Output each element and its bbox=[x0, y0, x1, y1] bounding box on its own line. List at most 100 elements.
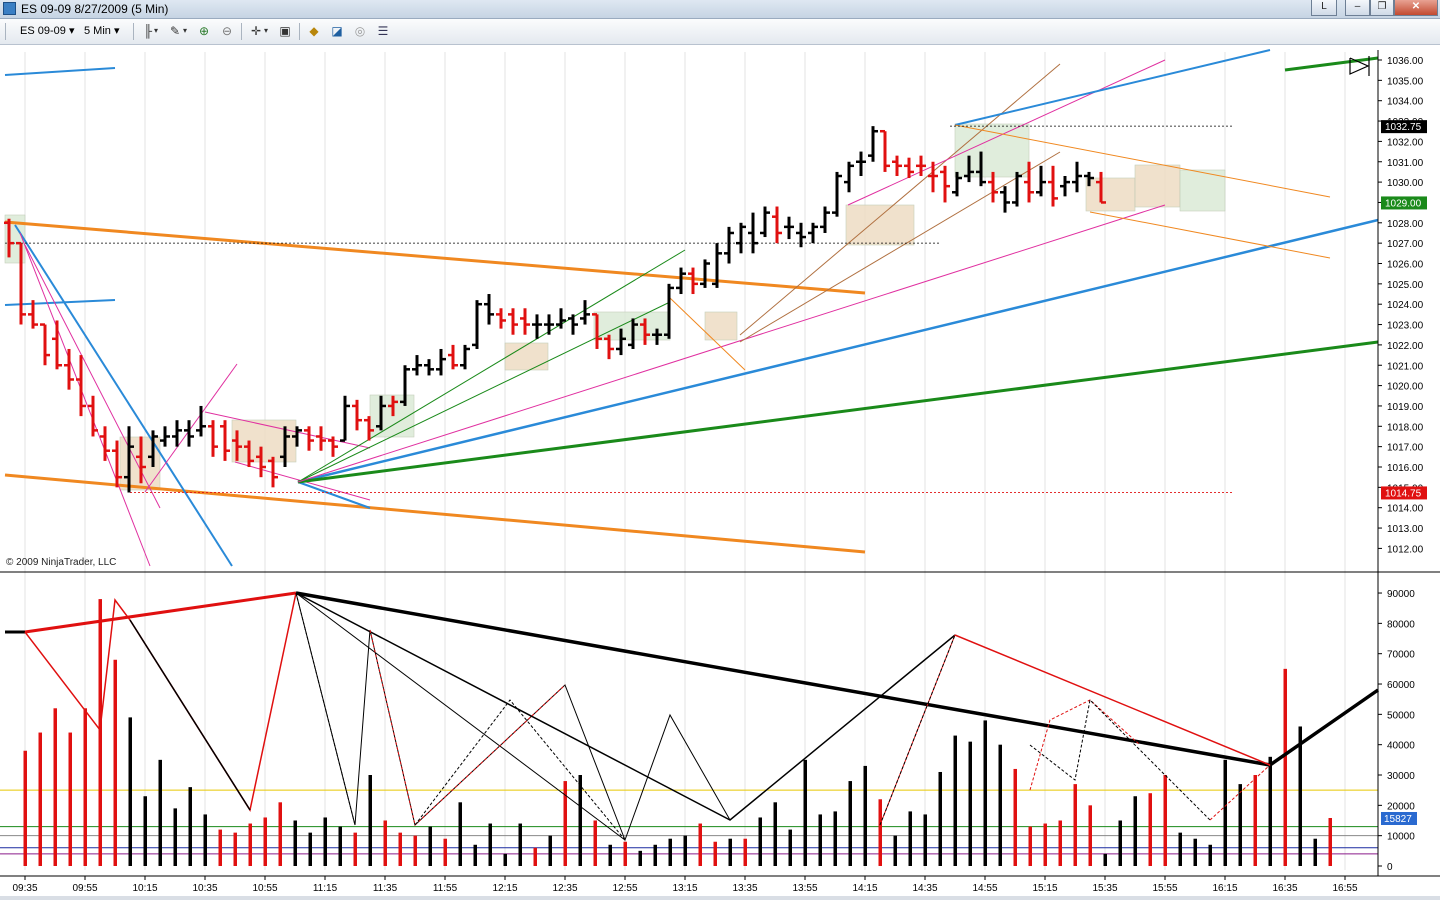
price-bar bbox=[784, 216, 794, 240]
zoom-out-icon[interactable]: ⊖ bbox=[221, 24, 233, 38]
price-axis-label: 1017.00 bbox=[1387, 443, 1424, 454]
volume-bar bbox=[1088, 805, 1092, 866]
volume-bar bbox=[263, 817, 267, 866]
crosshair-icon[interactable]: ✛ bbox=[250, 24, 262, 38]
volume-bar bbox=[308, 832, 312, 866]
volume-bar bbox=[1163, 775, 1167, 866]
drawing-tool-icon[interactable]: ✎ bbox=[169, 24, 181, 38]
trend-line bbox=[144, 363, 238, 493]
time-axis-label: 15:15 bbox=[1032, 883, 1057, 894]
price-bar bbox=[4, 218, 14, 258]
data-grid-icon[interactable]: ☰ bbox=[377, 24, 389, 38]
price-bar bbox=[760, 206, 770, 238]
close-button[interactable]: ✕ bbox=[1394, 0, 1438, 16]
price-bar bbox=[940, 165, 950, 203]
price-bar bbox=[580, 300, 590, 325]
time-axis-label: 14:15 bbox=[852, 883, 877, 894]
volume-bar bbox=[233, 832, 237, 866]
price-bar bbox=[832, 171, 842, 217]
price-bar bbox=[88, 395, 98, 437]
time-axis-label: 16:35 bbox=[1272, 883, 1297, 894]
price-bar bbox=[988, 171, 998, 203]
data-box-icon[interactable]: ▣ bbox=[279, 24, 291, 38]
consolidation-box bbox=[1134, 164, 1181, 208]
time-axis-label: 11:15 bbox=[313, 883, 338, 894]
volume-bar bbox=[143, 796, 147, 866]
trend-line bbox=[1089, 211, 1331, 259]
volume-bar bbox=[443, 838, 447, 866]
scroll-strip[interactable] bbox=[0, 896, 1440, 900]
consolidation-box bbox=[1179, 169, 1226, 212]
trend-line bbox=[24, 244, 161, 509]
volume-axis-label: 30000 bbox=[1387, 771, 1415, 782]
chevron-down-icon[interactable]: ▾ bbox=[263, 26, 268, 35]
time-axis-label: 11:55 bbox=[433, 883, 458, 894]
price-axis-label: 1028.00 bbox=[1387, 219, 1424, 230]
price-bar bbox=[532, 314, 542, 339]
interval-selector[interactable]: 5 Min ▾ bbox=[84, 23, 120, 39]
price-bar bbox=[148, 430, 158, 467]
maximize-button[interactable]: ❐ bbox=[1370, 0, 1394, 16]
volume-axis-label: 70000 bbox=[1387, 650, 1415, 661]
price-axis-label: 1014.00 bbox=[1387, 504, 1424, 515]
window-title: ES 09-09 8/27/2009 (5 Min) bbox=[21, 2, 169, 16]
layout-button[interactable]: L bbox=[1311, 0, 1337, 16]
chart-app-icon bbox=[3, 2, 16, 15]
chevron-down-icon: ▾ bbox=[113, 25, 120, 37]
volume-bar bbox=[863, 765, 867, 866]
chevron-down-icon: ▾ bbox=[68, 25, 75, 37]
bar-style-icon[interactable]: ╟ bbox=[143, 24, 153, 38]
price-bar bbox=[244, 440, 254, 467]
price-bar bbox=[64, 348, 74, 390]
price-bar bbox=[220, 420, 230, 461]
price-bar bbox=[400, 365, 410, 406]
chevron-down-icon[interactable]: ▾ bbox=[153, 26, 158, 35]
chevron-down-icon[interactable]: ▾ bbox=[182, 26, 187, 35]
price-bar bbox=[304, 426, 314, 451]
trend-line bbox=[4, 473, 866, 554]
volume-swing-line bbox=[295, 591, 1379, 767]
instrument-selector[interactable]: ES 09-09 ▾ bbox=[20, 23, 74, 39]
chart-area[interactable]: 1036.001035.001034.001033.001032.001031.… bbox=[0, 45, 1440, 896]
last-price-marker-box bbox=[1381, 196, 1427, 210]
price-axis-label: 1019.00 bbox=[1387, 402, 1424, 413]
zoom-in-icon[interactable]: ⊕ bbox=[198, 24, 210, 38]
price-bar bbox=[472, 300, 482, 349]
high-price-marker: 1032.75 bbox=[1385, 122, 1422, 133]
minimize-button[interactable]: ‒ bbox=[1345, 0, 1370, 16]
price-bar bbox=[268, 456, 278, 488]
volume-bar bbox=[503, 853, 507, 866]
price-bar bbox=[124, 426, 134, 493]
volume-bar bbox=[293, 820, 297, 866]
price-bar bbox=[856, 151, 866, 176]
trend-line bbox=[297, 249, 686, 483]
price-bar bbox=[364, 416, 374, 441]
volume-bar bbox=[1058, 820, 1062, 866]
price-axis-label: 1030.00 bbox=[1387, 178, 1424, 189]
price-bar bbox=[1072, 161, 1082, 193]
price-bar bbox=[820, 206, 830, 233]
price-bar bbox=[40, 323, 50, 366]
price-bar bbox=[352, 399, 362, 431]
volume-bar bbox=[488, 823, 492, 866]
volume-bar bbox=[338, 826, 342, 866]
price-bar bbox=[448, 344, 458, 370]
price-axis-label: 1021.00 bbox=[1387, 361, 1424, 372]
strategies-icon[interactable]: ◆ bbox=[309, 24, 319, 38]
price-bar bbox=[496, 308, 506, 329]
price-bar bbox=[724, 226, 734, 264]
price-bar bbox=[520, 308, 530, 335]
price-bar bbox=[340, 395, 350, 442]
consolidation-box bbox=[504, 342, 549, 371]
volume-bar bbox=[938, 771, 942, 866]
price-bar bbox=[664, 283, 674, 339]
price-bars bbox=[4, 126, 1106, 493]
volume-bar bbox=[983, 720, 987, 866]
low-price-marker-box bbox=[1381, 486, 1427, 500]
properties-icon[interactable]: ◎ bbox=[354, 24, 366, 38]
high-price-marker-box bbox=[1381, 120, 1427, 134]
volume-bar bbox=[128, 717, 132, 866]
price-bar bbox=[172, 420, 182, 447]
indicators-icon[interactable]: ◪ bbox=[331, 24, 343, 38]
scroll-to-end-icon bbox=[1349, 57, 1370, 75]
